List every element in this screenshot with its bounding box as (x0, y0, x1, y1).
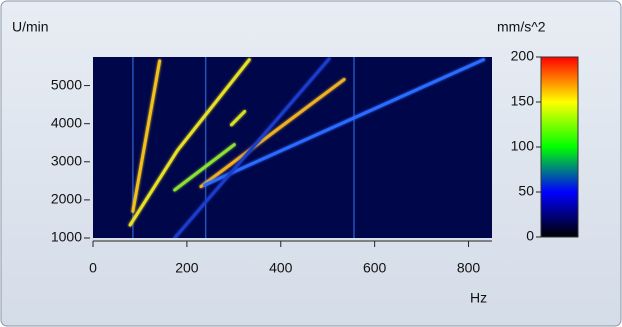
colorbar-tick-label: 50 (518, 183, 534, 199)
order-ridge (173, 143, 236, 192)
colorbar-label: mm/s^2 (497, 19, 546, 35)
y-tick-label: 3000 (51, 152, 82, 168)
order-ridge (229, 109, 247, 127)
x-tick-label: 0 (89, 260, 97, 276)
colorbar-tick-label: 100 (511, 138, 535, 154)
x-tick-label: 200 (175, 260, 199, 276)
y-tick-label: 2000 (51, 191, 82, 207)
y-axis-label: U/min (12, 19, 49, 35)
y-tick-label: 4000 (51, 114, 82, 130)
x-tick-label: 600 (363, 260, 387, 276)
x-tick-label: 800 (457, 260, 481, 276)
order-ridge (128, 58, 251, 227)
plot-content (128, 57, 486, 238)
x-tick-label: 400 (269, 260, 293, 276)
order-ridge (199, 77, 346, 189)
colorbar (540, 56, 579, 238)
y-tick-label: 1000 (51, 229, 82, 245)
order-ridge (173, 57, 331, 238)
colorbar-tick-label: 200 (511, 48, 535, 64)
colorbar-tick-label: 150 (511, 93, 535, 109)
order-ridge (131, 59, 162, 213)
y-tick-label: 5000 (51, 76, 82, 92)
x-axis-label: Hz (470, 290, 487, 306)
colorbar-tick-label: 0 (526, 228, 534, 244)
order-ridge (203, 58, 486, 187)
